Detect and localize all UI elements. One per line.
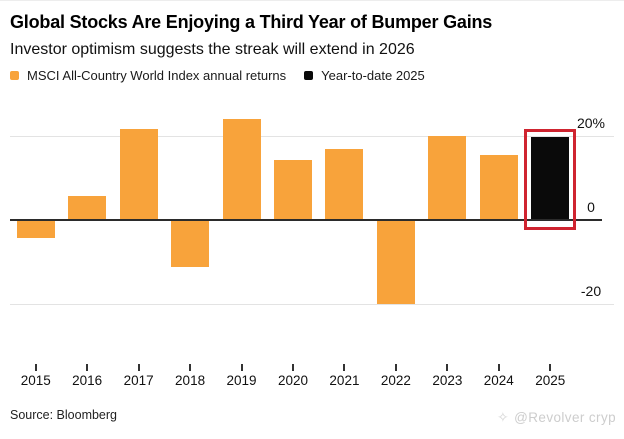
bar-2024	[479, 155, 518, 220]
x-tick-2018	[189, 364, 192, 371]
source-attribution: Source: Bloomberg	[10, 408, 118, 422]
bar-2023	[428, 135, 467, 220]
chart-title: Global Stocks Are Enjoying a Third Year …	[10, 12, 493, 32]
x-tick-2022	[394, 364, 397, 371]
x-tick-2021	[343, 364, 346, 371]
watermark-text: @Revolver cryp	[514, 410, 616, 425]
legend-swatch-orange-icon	[10, 71, 19, 80]
watermark: ✧ @Revolver cryp	[497, 409, 616, 426]
x-tick-2020	[292, 364, 294, 371]
highlight-box-2025	[524, 128, 577, 230]
x-axis-label-2025: 2025	[535, 373, 566, 388]
plot-area: 20% 0 -20 2015 2016 2017 2018 2019 2020 2021 2022 2…	[0, 101, 624, 401]
x-axis-label-2017: 2017	[123, 373, 154, 388]
x-axis-label-2020: 2020	[277, 373, 309, 388]
gridline--20	[10, 304, 614, 305]
x-tick-2019	[240, 364, 243, 371]
bar-2021	[325, 149, 364, 220]
x-tick-2015	[34, 364, 37, 371]
y-axis-label-0: 0	[587, 199, 595, 215]
legend: MSCI All-Country World Index annual retu…	[10, 68, 443, 83]
legend-swatch-black-icon	[304, 71, 314, 80]
x-tick-2017	[137, 364, 140, 371]
bar-2015	[16, 220, 55, 239]
bar-2025	[531, 136, 570, 220]
bar-2022	[376, 220, 415, 304]
bar-2018	[171, 220, 210, 268]
legend-label: Year-to-date 2025	[321, 68, 425, 83]
y-axis-label--20: -20	[580, 283, 602, 299]
x-axis-label-2015: 2015	[20, 373, 51, 388]
gridline-20%	[10, 136, 614, 137]
bar-2020	[274, 159, 312, 220]
bar-2017	[119, 129, 158, 220]
y-axis-label-20%: 20%	[576, 115, 606, 131]
bar-2016	[68, 196, 107, 220]
x-axis-label-2023: 2023	[432, 373, 463, 388]
chart-subtitle: Investor optimism suggests the streak wi…	[10, 41, 415, 58]
x-axis-label-2018: 2018	[175, 373, 206, 388]
legend-item-ytd-2025: Year-to-date 2025	[304, 68, 425, 83]
x-axis-label-2016: 2016	[72, 373, 103, 388]
x-tick-2023	[446, 364, 449, 371]
x-axis-label-2022: 2022	[380, 373, 411, 388]
x-tick-2025	[549, 364, 552, 371]
watermark-logo-icon: ✧	[497, 409, 510, 425]
x-tick-2024	[497, 364, 500, 371]
bar-2019	[222, 119, 261, 220]
x-axis-label-2019: 2019	[226, 373, 257, 388]
x-axis-label-2024: 2024	[483, 373, 514, 388]
x-axis-zero-line	[10, 219, 602, 221]
x-axis-label-2021: 2021	[329, 373, 360, 388]
legend-label: MSCI All-Country World Index annual retu…	[27, 68, 287, 83]
legend-item-annual-returns: MSCI All-Country World Index annual retu…	[10, 68, 286, 83]
x-tick-2016	[86, 364, 89, 371]
